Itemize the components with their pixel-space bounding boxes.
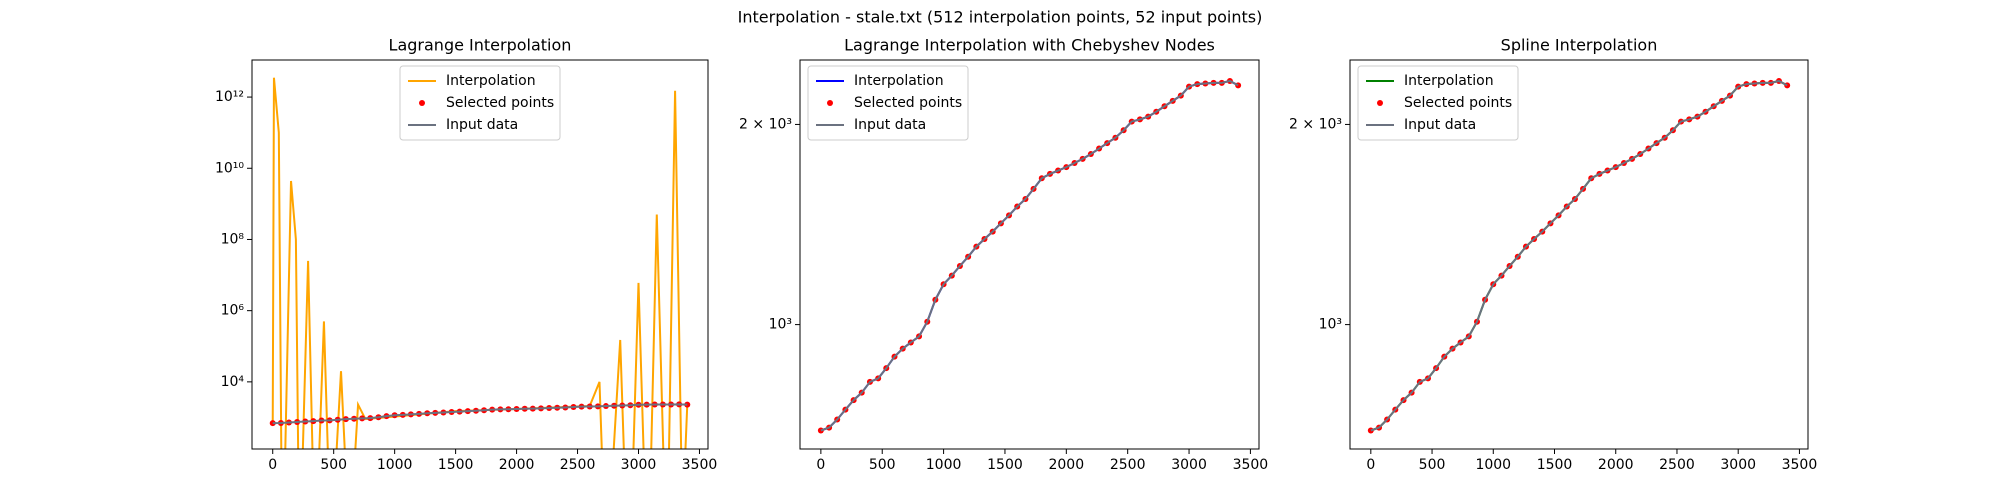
x-tick-label: 3000 [1720, 457, 1756, 473]
series-line [820, 79, 1239, 432]
x-tick-label: 1500 [438, 457, 474, 473]
x-tick-label: 1000 [377, 457, 413, 473]
y-tick-label: 10³ [769, 317, 792, 333]
x-tick-label: 2500 [1110, 457, 1146, 473]
plot-area [817, 77, 1242, 434]
x-tick-label: 1500 [1537, 457, 1573, 473]
x-tick-label: 3500 [1233, 457, 1269, 473]
selected-point [684, 401, 691, 408]
x-tick-label: 2000 [499, 457, 535, 473]
x-tick-label: 3500 [682, 457, 718, 473]
legend-label: Selected points [1404, 95, 1512, 111]
series-line [1370, 79, 1788, 432]
x-tick-label: 3000 [621, 457, 657, 473]
x-tick-label: 2000 [1048, 457, 1084, 473]
legend-label: Selected points [854, 95, 962, 111]
x-tick-label: 3000 [1171, 457, 1207, 473]
x-tick-label: 1000 [926, 457, 962, 473]
x-tick-label: 500 [1419, 457, 1446, 473]
legend-box [807, 65, 969, 141]
y-tick-label: 10¹² [215, 89, 244, 105]
y-tick-label: 10¹⁰ [215, 160, 244, 176]
x-tick-label: 1000 [1475, 457, 1511, 473]
x-tick-label: 3500 [1782, 457, 1818, 473]
chart-title: Lagrange Interpolation [389, 36, 572, 55]
legend-marker [1377, 100, 1383, 106]
y-tick-label: 10⁴ [221, 374, 245, 390]
legend-label: Interpolation [1404, 73, 1494, 89]
plot-area [1367, 77, 1791, 434]
x-tick-label: 500 [320, 457, 347, 473]
x-tick-label: 0 [268, 457, 277, 473]
y-tick-label: 10⁸ [221, 231, 245, 247]
axes-frame [1349, 59, 1809, 450]
x-tick-label: 0 [816, 457, 825, 473]
selected-point [269, 420, 276, 427]
axes-frame [251, 59, 709, 450]
x-tick-label: 1500 [987, 457, 1023, 473]
legend-label: Interpolation [446, 73, 536, 89]
legend-marker [419, 100, 425, 106]
legend-box [399, 65, 561, 141]
y-tick-label: 2 × 10³ [1289, 116, 1342, 132]
legend-label: Input data [854, 117, 926, 133]
chart-title: Lagrange Interpolation with Chebyshev No… [844, 36, 1215, 55]
legend-box [1357, 65, 1519, 141]
legend-marker [827, 100, 833, 106]
x-tick-label: 2500 [1659, 457, 1695, 473]
x-tick-label: 500 [869, 457, 896, 473]
plot-area [269, 77, 691, 449]
legend-label: Input data [1404, 117, 1476, 133]
y-tick-label: 2 × 10³ [739, 116, 792, 132]
legend-label: Selected points [446, 95, 554, 111]
x-tick-label: 0 [1366, 457, 1375, 473]
axes-frame [799, 59, 1260, 450]
legend-label: Interpolation [854, 73, 944, 89]
chart-title: Spline Interpolation [1501, 36, 1658, 55]
series-line [272, 403, 688, 425]
figure-title: Interpolation - stale.txt (512 interpola… [738, 8, 1263, 27]
y-tick-label: 10³ [1319, 317, 1342, 333]
series-line [271, 77, 689, 449]
legend-label: Input data [446, 117, 518, 133]
y-tick-label: 10⁶ [221, 303, 245, 319]
x-tick-label: 2000 [1598, 457, 1634, 473]
x-tick-label: 2500 [560, 457, 596, 473]
